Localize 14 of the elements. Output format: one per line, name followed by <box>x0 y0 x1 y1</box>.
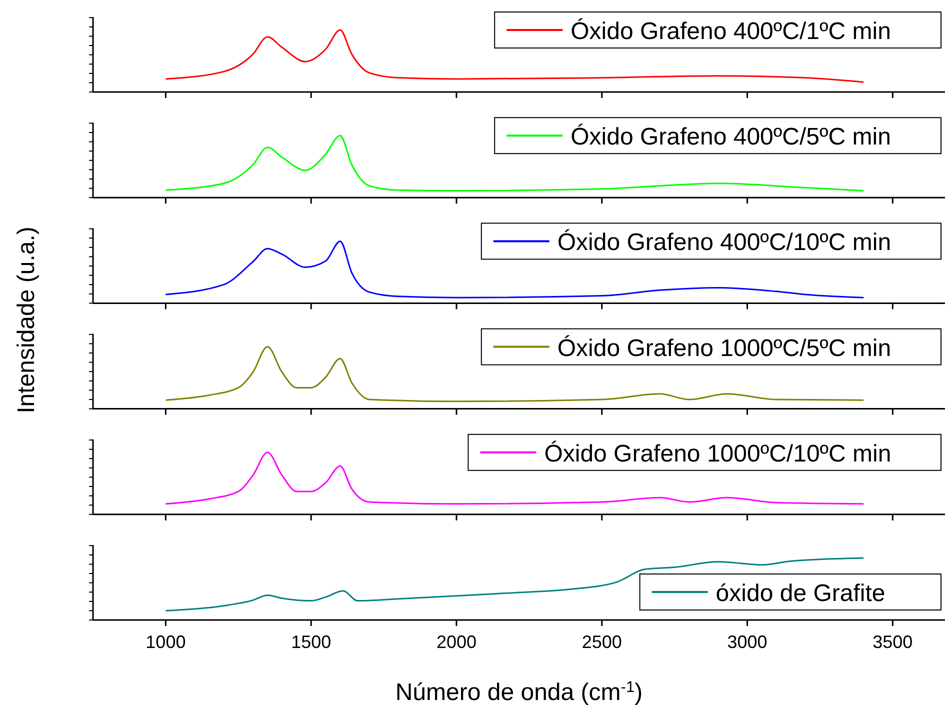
legend-label: Óxido Grafeno 400ºC/1ºC min <box>570 18 891 45</box>
legend-label: Óxido Grafeno 400ºC/10ºC min <box>557 229 892 256</box>
x-tick-label: 3000 <box>727 632 768 652</box>
legend-label: Óxido Grafeno 400ºC/5ºC min <box>570 124 891 151</box>
x-tick-label: 1500 <box>291 632 332 652</box>
x-tick-label: 2500 <box>582 632 622 652</box>
y-axis-title: Intensidade (u.a.) <box>13 226 40 414</box>
legend-label: Óxido Grafeno 1000ºC/5ºC min <box>557 334 892 362</box>
legend-label: óxido de Grafite <box>716 580 886 607</box>
x-tick-label: 1000 <box>146 632 186 652</box>
x-axis-title: Número de onda (cm$^{-1}$) <box>395 678 643 706</box>
x-tick-label: 3500 <box>872 632 913 652</box>
legend-label: Óxido Grafeno 1000ºC/10ºC min <box>544 440 892 468</box>
x-tick-label: 2000 <box>436 632 477 652</box>
